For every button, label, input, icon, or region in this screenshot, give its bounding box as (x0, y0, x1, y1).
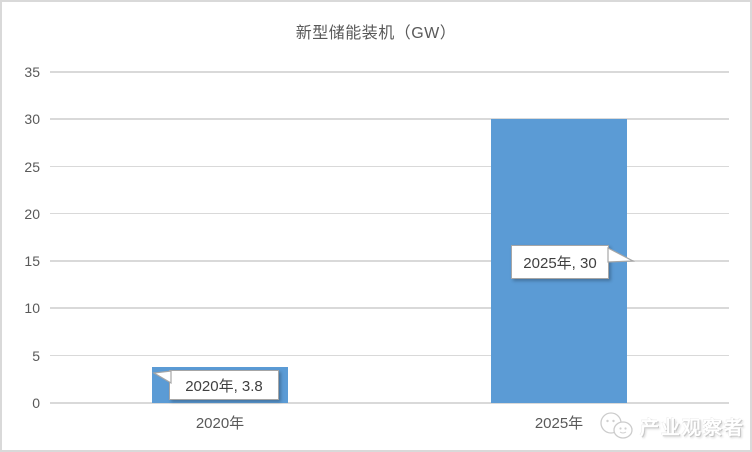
gridline (50, 260, 729, 262)
y-tick-label: 0 (32, 395, 40, 411)
data-label-text-2020: 2020年, 3.8 (185, 377, 263, 395)
gridline (50, 354, 729, 357)
y-tick-label: 35 (24, 64, 40, 80)
gridline (50, 402, 729, 404)
x-tick-label-2020: 2020年 (195, 415, 245, 432)
gridline (50, 212, 729, 215)
chart-title: 新型储能装机（GW） (295, 25, 457, 42)
watermark: 产业观察者 (599, 406, 745, 446)
data-label-callout-2025: 2025年, 30 (511, 245, 609, 279)
y-tick-label: 25 (24, 158, 40, 175)
y-tick-label: 15 (24, 253, 40, 270)
y-tick-label: 5 (32, 347, 40, 364)
watermark-label: 产业观察者 (639, 417, 745, 439)
callout-pointer-left-icon (152, 370, 172, 385)
y-axis: 0 5 10 15 20 25 30 35 (2, 64, 40, 411)
gridline (50, 165, 729, 168)
y-tick-label: 20 (24, 205, 40, 222)
y-tick-label: 10 (24, 300, 40, 317)
gridline (50, 307, 729, 309)
x-tick-label-2025: 2025年 (534, 415, 584, 432)
plot-area (50, 71, 729, 404)
y-tick-label: 30 (24, 111, 40, 128)
chat-faces-logo-icon (600, 412, 633, 439)
callout-pointer-right-icon (607, 247, 635, 263)
data-label-text-2025: 2025年, 30 (523, 254, 597, 272)
gridline (50, 118, 729, 120)
gridline (50, 71, 729, 73)
data-label-callout-2020: 2020年, 3.8 (169, 370, 279, 400)
